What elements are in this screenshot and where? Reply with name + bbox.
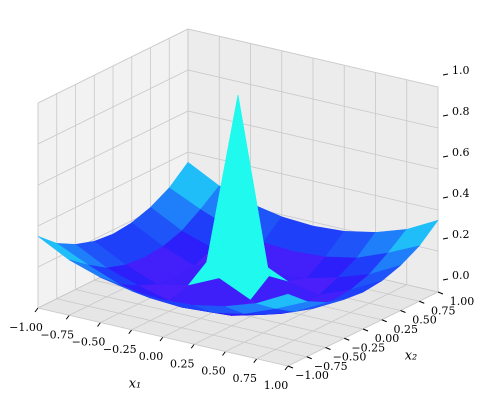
z-tick (442, 196, 449, 199)
grid-line (187, 69, 439, 129)
x-tick-label: −1.00 (9, 321, 43, 334)
x-tick-label: 0.75 (233, 372, 258, 385)
x-tick-label: 0.25 (170, 357, 195, 370)
z-tick (442, 155, 449, 158)
x-tick (284, 365, 289, 371)
x-tick (159, 336, 164, 342)
grid-line (187, 110, 439, 170)
x-tick (253, 358, 258, 364)
x-axis-label: x₁ (129, 377, 142, 392)
y-tick-label: −0.25 (351, 341, 385, 354)
grid-line (187, 28, 439, 88)
z-tick-label: 0.4 (452, 187, 470, 200)
x-tick (222, 351, 226, 356)
y-tick (381, 319, 387, 323)
y-tick (400, 310, 406, 313)
y-tick (437, 291, 444, 295)
y-axis-label: x₂ (405, 349, 418, 364)
y-tick (325, 347, 331, 350)
z-tick-label: 0.8 (452, 105, 470, 118)
y-tick-label: −0.75 (314, 360, 348, 373)
grid-line (37, 307, 289, 367)
y-tick-label: −1.00 (295, 369, 329, 382)
y-tick (419, 300, 425, 304)
y-tick (344, 337, 350, 341)
x-tick-label: −0.50 (72, 336, 106, 349)
grid-line (37, 69, 189, 145)
z-tick (442, 278, 449, 281)
y-tick-label: −0.50 (333, 351, 367, 364)
z-tick-label: 0.2 (452, 228, 470, 241)
y-tick-label: 0.50 (412, 314, 437, 327)
grid-line (37, 28, 189, 104)
grid-line (37, 110, 189, 186)
z-tick (442, 237, 449, 240)
grid-line (56, 298, 307, 358)
z-tick-label: 0.0 (452, 269, 470, 282)
x-tick (97, 322, 101, 327)
x-tick (190, 343, 195, 349)
y-tick-label: 0.75 (431, 304, 456, 317)
z-tick-label: 0.6 (452, 146, 470, 159)
grid-line (37, 151, 189, 227)
x-tick-label: −0.25 (103, 343, 137, 356)
x-tick-label: 0.00 (139, 350, 164, 363)
y-tick (362, 328, 369, 332)
x-tick-label: −0.75 (40, 328, 74, 341)
x-tick-label: 1.00 (264, 379, 289, 392)
y-tick-label: 1.00 (450, 295, 475, 308)
grid-line (75, 289, 326, 348)
y-tick-label: 0.25 (394, 323, 419, 336)
surface-patch (255, 293, 308, 309)
y-tick-label: 0.00 (375, 332, 400, 345)
x-tick-label: 0.50 (201, 365, 226, 378)
x-tick (34, 307, 39, 313)
x-tick (128, 329, 133, 335)
z-tick-label: 1.0 (452, 64, 470, 77)
y-tick (287, 365, 294, 369)
x-tick (65, 314, 70, 320)
y-tick (306, 356, 312, 360)
z-tick (442, 73, 449, 76)
z-tick (442, 114, 449, 117)
